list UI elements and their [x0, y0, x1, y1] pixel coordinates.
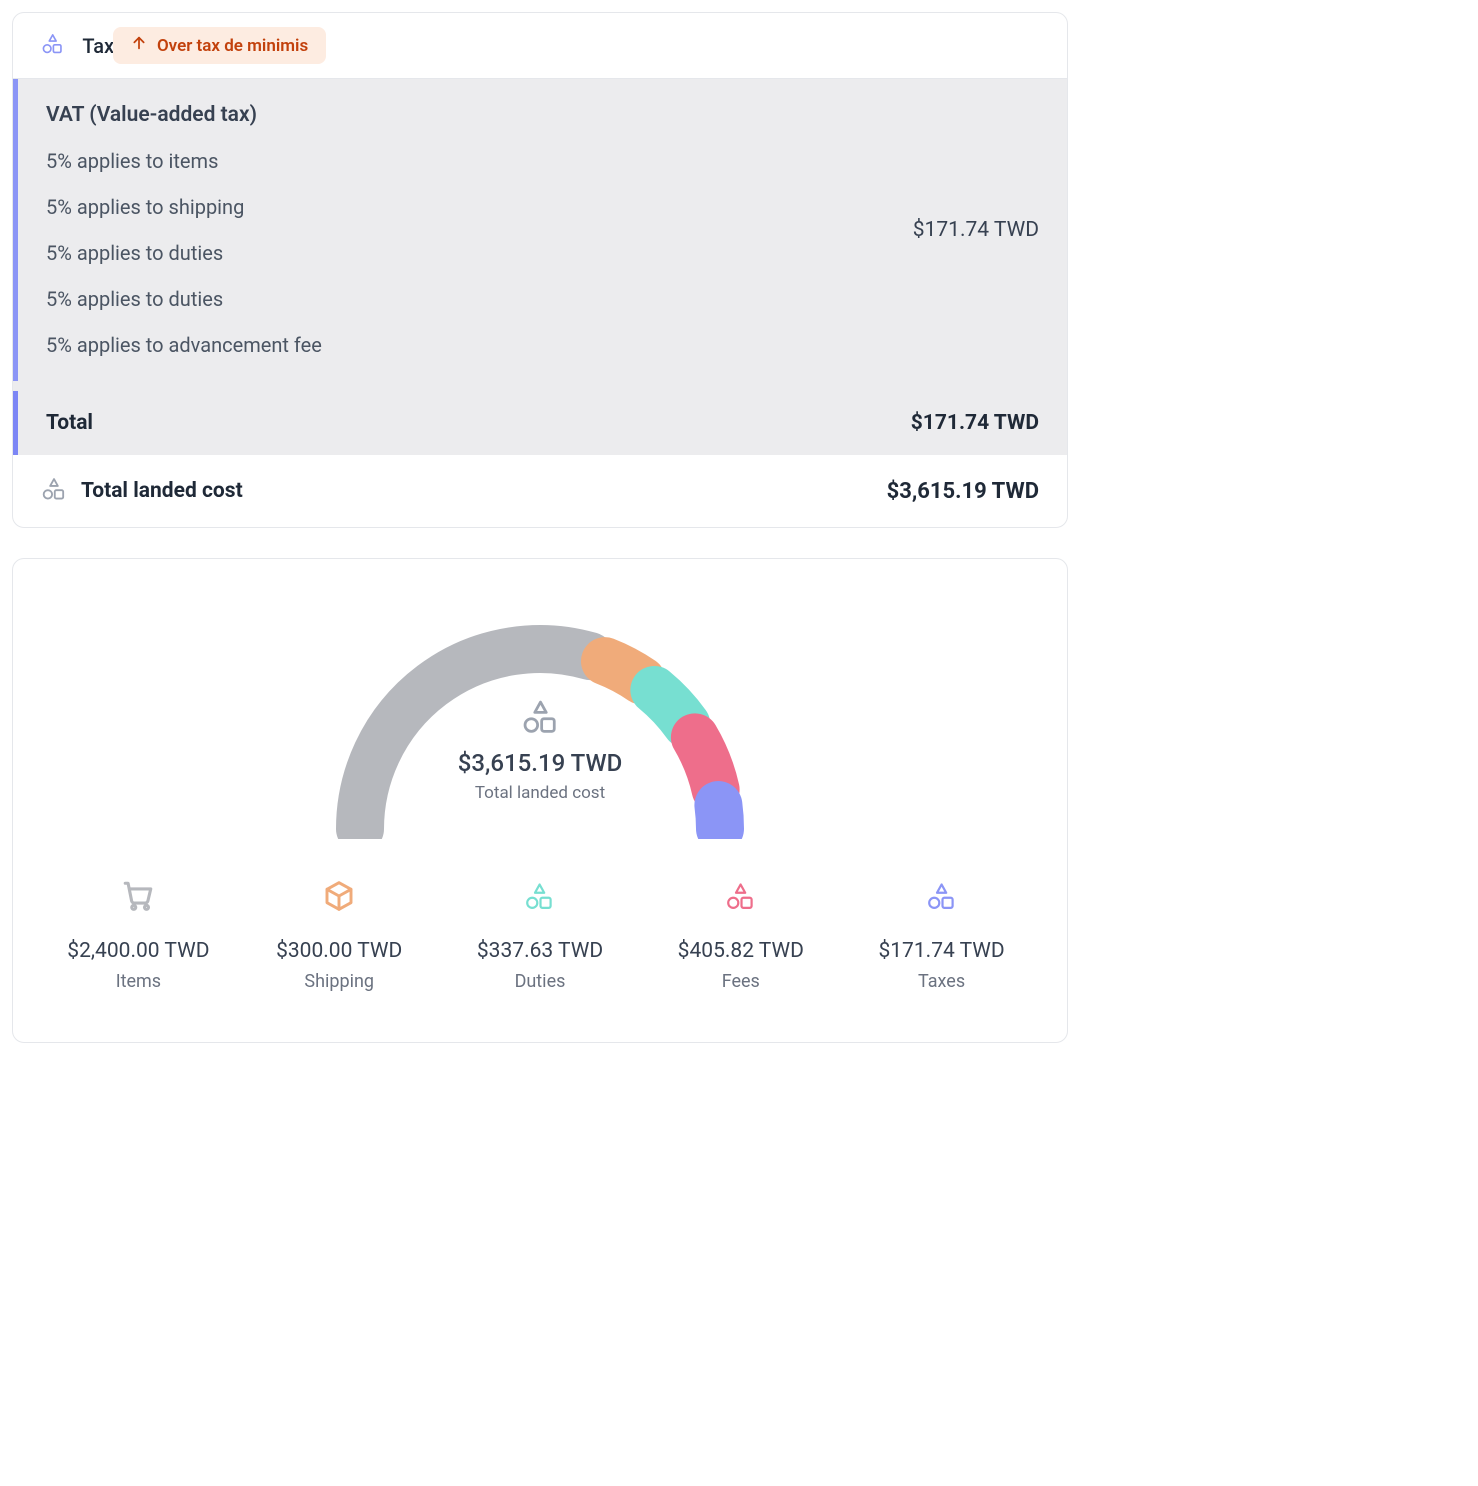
breakdown-card: $3,615.19 TWD Total landed cost $2,400.0… [12, 558, 1068, 1043]
shapes-icon [41, 477, 67, 505]
box-icon [244, 879, 435, 913]
vat-line: 5% applies to shipping [46, 195, 889, 219]
legend-label: Items [43, 971, 234, 992]
breakdown-legend: $2,400.00 TWD Items $300.00 TWD Shipping… [43, 879, 1037, 992]
vat-amount: $171.74 TWD [889, 218, 1039, 242]
total-amount: $171.74 TWD [911, 411, 1039, 435]
shapes-icon [41, 33, 64, 59]
vat-line: 5% applies to items [46, 149, 889, 173]
landed-cost-label: Total landed cost [81, 479, 243, 503]
vat-title: VAT (Value-added tax) [46, 103, 889, 127]
vat-line: 5% applies to duties [46, 241, 889, 265]
legend-item-taxes: $171.74 TWD Taxes [846, 879, 1037, 992]
legend-item-shipping: $300.00 TWD Shipping [244, 879, 435, 992]
legend-label: Taxes [846, 971, 1037, 992]
gauge-segment-fees [695, 737, 716, 789]
legend-label: Shipping [244, 971, 435, 992]
legend-label: Duties [445, 971, 636, 992]
taxes-card: Taxes Over tax de minimis VAT (Value-add… [12, 12, 1068, 528]
shapes-icon [410, 699, 670, 735]
vat-block: VAT (Value-added tax) 5% applies to item… [13, 79, 1067, 381]
gauge-total-label: Total landed cost [410, 783, 670, 803]
shapes-icon [846, 879, 1037, 913]
legend-amount: $2,400.00 TWD [43, 939, 234, 963]
legend-amount: $405.82 TWD [645, 939, 836, 963]
legend-item-duties: $337.63 TWD Duties [445, 879, 636, 992]
arrow-up-icon [131, 35, 147, 56]
cart-icon [43, 879, 234, 913]
vat-line: 5% applies to advancement fee [46, 333, 889, 357]
shapes-icon [645, 879, 836, 913]
legend-item-fees: $405.82 TWD Fees [645, 879, 836, 992]
shapes-icon [445, 879, 636, 913]
legend-amount: $300.00 TWD [244, 939, 435, 963]
legend-amount: $171.74 TWD [846, 939, 1037, 963]
landed-cost-amount: $3,615.19 TWD [887, 479, 1039, 504]
legend-label: Fees [645, 971, 836, 992]
over-de-minimis-badge: Over tax de minimis [113, 27, 326, 64]
taxes-total-row: Total $171.74 TWD [13, 391, 1067, 455]
cost-gauge: $3,615.19 TWD Total landed cost [310, 599, 770, 839]
vat-line: 5% applies to duties [46, 287, 889, 311]
gauge-total-amount: $3,615.19 TWD [410, 749, 670, 777]
taxes-header: Taxes Over tax de minimis [13, 13, 1067, 79]
badge-text: Over tax de minimis [157, 36, 308, 56]
gauge-segment-taxes [718, 805, 720, 829]
legend-amount: $337.63 TWD [445, 939, 636, 963]
legend-item-items: $2,400.00 TWD Items [43, 879, 234, 992]
total-landed-cost-row: Total landed cost $3,615.19 TWD [13, 455, 1067, 527]
total-label: Total [46, 411, 93, 435]
